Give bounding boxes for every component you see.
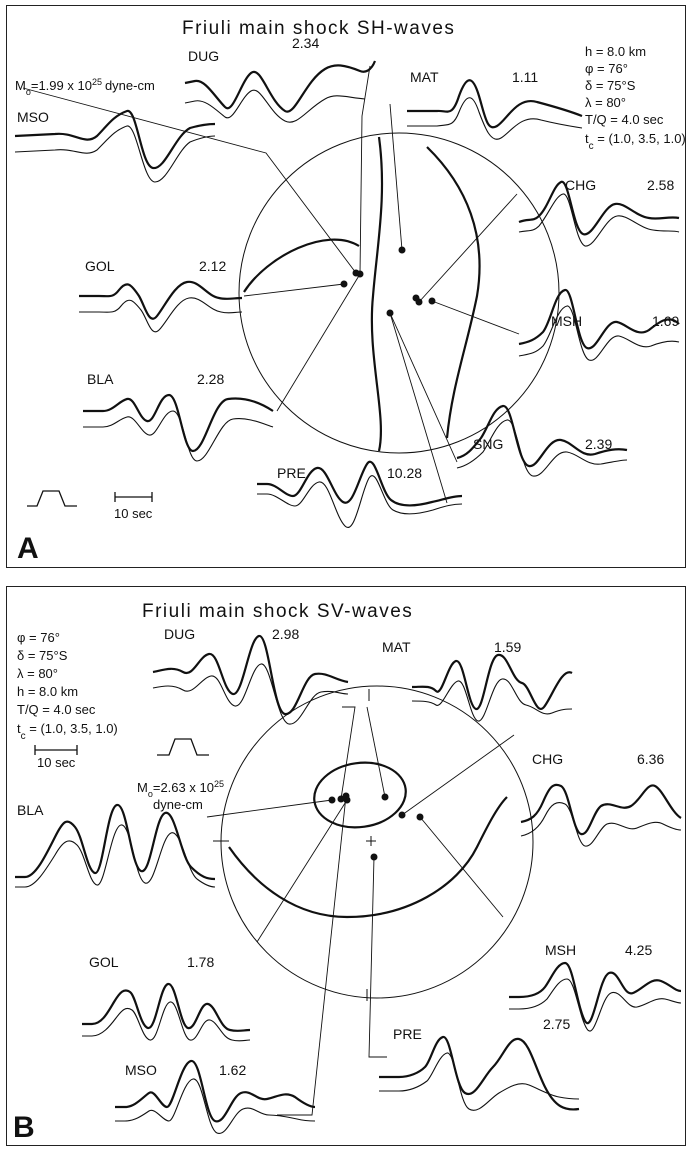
trace-dug (184, 60, 377, 123)
panel-b-focal-sphere (206, 685, 534, 1116)
panel-b-params: φ = 76° δ = 75°S λ = 80° h = 8.0 km T/Q … (17, 630, 118, 742)
amp-chg: 2.58 (647, 177, 674, 193)
station-label-gol: GOL (85, 258, 115, 274)
param-dip: δ = 75°S (585, 78, 636, 93)
param-h: h = 8.0 km (585, 44, 646, 59)
panel-a-sh-waves: Friuli main shock SH-waves h = 8.0 km φ … (6, 5, 686, 568)
panel-a-focal-sphere (22, 65, 560, 504)
amp-dug: 2.34 (292, 35, 319, 51)
nodal-plane-2 (243, 238, 360, 293)
nodal-loop-b (313, 761, 407, 829)
panel-a-moment: Mo=1.99 x 1025 dyne-cm (15, 77, 155, 97)
param-tq: T/Q = 4.0 sec (585, 112, 664, 127)
amp-sng: 2.39 (585, 436, 612, 452)
trace-mat-b (411, 653, 573, 722)
time-scale-label-b: 10 sec (37, 755, 76, 770)
amp-gol-b: 1.78 (187, 954, 214, 970)
param-h-b: h = 8.0 km (17, 684, 78, 699)
focal-sphere-circle (238, 132, 560, 454)
amp-chg-b: 6.36 (637, 751, 664, 767)
trace-gol (79, 280, 243, 333)
panel-b-figure: Friuli main shock SV-waves φ = 76° δ = 7… (13, 601, 682, 1144)
amp-dug-b: 2.98 (272, 626, 299, 642)
amp-mso-b: 1.62 (219, 1062, 246, 1078)
station-label-pre: PRE (277, 465, 306, 481)
panel-a-letter: A (17, 532, 39, 565)
station-label-dug-b: DUG (164, 626, 195, 642)
param-dip-b: δ = 75°S (17, 648, 68, 663)
station-label-chg: CHG (565, 177, 596, 193)
trace-bla (83, 393, 274, 462)
panel-a-params: h = 8.0 km φ = 76° δ = 75°S λ = 80° T/Q … (585, 44, 685, 152)
trace-mat (407, 79, 583, 140)
station-label-gol-b: GOL (89, 954, 119, 970)
panel-a-figure: Friuli main shock SH-waves h = 8.0 km φ … (14, 18, 685, 565)
focal-sphere-circle-b (220, 685, 534, 999)
trace-gol-b (82, 982, 251, 1042)
station-rays-b (206, 706, 515, 1116)
station-label-msh: MSH (551, 313, 582, 329)
station-label-bla-b: BLA (17, 802, 44, 818)
trace-chg (518, 180, 680, 247)
trace-msh-b (509, 961, 682, 1032)
param-rake-b: λ = 80° (17, 666, 58, 681)
station-label-sng: SNG (473, 436, 503, 452)
source-time-function-icon-b (157, 738, 209, 756)
trace-msh (518, 288, 680, 361)
param-tc-b: tc = (1.0, 3.5, 1.0) (17, 721, 118, 742)
station-label-mat-b: MAT (382, 639, 411, 655)
amp-gol: 2.12 (199, 258, 226, 274)
station-label-mso: MSO (17, 109, 49, 125)
station-label-chg-b: CHG (532, 751, 563, 767)
panel-b-sv-waves: Friuli main shock SV-waves φ = 76° δ = 7… (6, 586, 686, 1146)
station-label-msh-b: MSH (545, 942, 576, 958)
station-label-mat: MAT (410, 69, 439, 85)
param-strike-b: φ = 76° (17, 630, 60, 645)
station-rays (22, 65, 520, 504)
panel-b-moment: Mo=2.63 x 1025 (137, 779, 224, 799)
trace-pre-b (379, 1035, 580, 1111)
panel-b-title: Friuli main shock SV-waves (142, 601, 413, 622)
station-label-pre-b: PRE (393, 1026, 422, 1042)
trace-mso-b (115, 1059, 316, 1134)
trace-dug-b (152, 634, 349, 725)
station-label-mso-b: MSO (125, 1062, 157, 1078)
station-points (340, 246, 436, 317)
time-scale-bar: 10 sec (114, 492, 153, 521)
trace-mso (14, 109, 216, 183)
param-tq-b: T/Q = 4.0 sec (17, 702, 96, 717)
amp-msh-b: 4.25 (625, 942, 652, 958)
panel-a-title: Friuli main shock SH-waves (182, 18, 455, 39)
amp-pre: 10.28 (387, 465, 422, 481)
station-label-bla: BLA (87, 371, 114, 387)
panel-b-letter: B (13, 1111, 35, 1144)
amp-mat: 1.11 (512, 69, 538, 85)
param-rake: λ = 80° (585, 95, 626, 110)
trace-pre (257, 460, 463, 528)
nodal-plane-b (228, 796, 508, 919)
trace-bla-b (15, 803, 216, 888)
param-strike: φ = 76° (585, 61, 628, 76)
amp-mat-b: 1.59 (494, 639, 521, 655)
panel-b-moment-unit: dyne-cm (153, 797, 203, 812)
amp-pre-b: 2.75 (543, 1016, 570, 1032)
amp-msh: 1.69 (652, 313, 679, 329)
amp-bla: 2.28 (197, 371, 224, 387)
station-label-dug: DUG (188, 48, 219, 64)
time-scale-bar-b: 10 sec (34, 745, 78, 770)
trace-chg-b (520, 783, 682, 847)
source-time-function-icon (27, 490, 77, 507)
nodal-plane-1 (370, 136, 384, 452)
param-tc: tc = (1.0, 3.5, 1.0) (585, 131, 685, 152)
trace-sng (456, 404, 628, 477)
nodal-plane-3 (426, 146, 481, 439)
time-scale-label: 10 sec (114, 506, 153, 521)
